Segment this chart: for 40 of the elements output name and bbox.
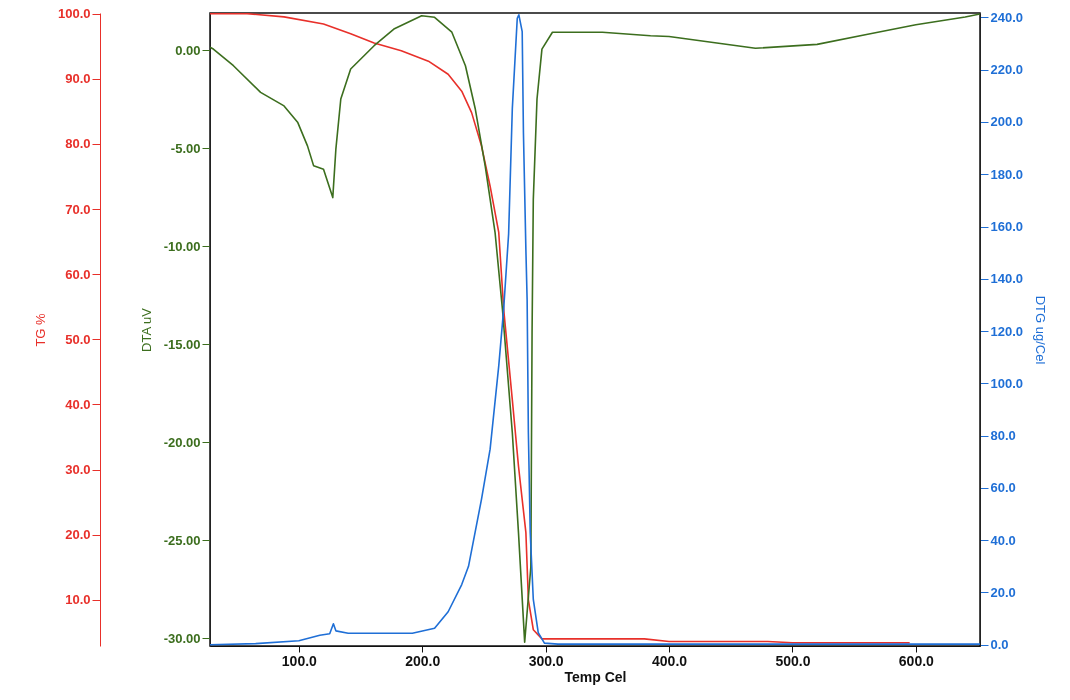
y-tick-label: 60.0 — [65, 266, 91, 282]
x-tick-label: 500.0 — [775, 652, 811, 669]
y-tick-label: 20.0 — [65, 527, 91, 543]
y2-tick-label: 140.0 — [990, 271, 1024, 287]
y2-tick-label: 100.0 — [990, 375, 1024, 391]
y2-tick-label: 120.0 — [990, 323, 1024, 339]
y3-tick-label: -5.00 — [170, 140, 201, 156]
y-tick-label: 50.0 — [65, 331, 91, 347]
y3-axis-title: DTA uV — [138, 307, 154, 352]
y-tick-label: 10.0 — [65, 592, 91, 608]
y2-tick-label: 160.0 — [990, 219, 1024, 235]
y2-tick-label: 60.0 — [990, 480, 1016, 496]
x-tick-label: 100.0 — [281, 652, 318, 669]
y2-tick-label: 180.0 — [990, 166, 1024, 182]
x-tick-label: 400.0 — [652, 652, 688, 669]
x-tick-label: 300.0 — [528, 652, 564, 669]
y-tick-label: 40.0 — [65, 396, 91, 412]
y2-axis-title: DTG ug/Cel — [1033, 295, 1049, 365]
y-axis-title: TG % — [32, 312, 48, 347]
y2-tick-label: 240.0 — [990, 9, 1024, 25]
y2-tick-label: 40.0 — [990, 532, 1016, 548]
x-tick-label: 600.0 — [898, 652, 935, 669]
y3-tick-label: -25.00 — [163, 532, 201, 548]
y-tick-label: 100.0 — [57, 6, 91, 22]
y3-tick-label: 0.00 — [175, 42, 201, 58]
y3-tick-label: -30.00 — [163, 630, 201, 646]
y2-tick-label: 80.0 — [990, 428, 1016, 444]
y3-tick-label: -10.00 — [163, 238, 201, 254]
y2-tick-label: 200.0 — [990, 114, 1024, 130]
x-axis-title: Temp Cel — [564, 668, 627, 685]
y-tick-label: 90.0 — [65, 71, 91, 87]
y-tick-label: 80.0 — [65, 136, 91, 152]
y2-tick-label: 220.0 — [990, 62, 1024, 78]
x-tick-label: 200.0 — [405, 652, 441, 669]
y-tick-label: 30.0 — [65, 462, 91, 478]
y3-tick-label: -20.00 — [163, 434, 201, 450]
y-tick-label: 70.0 — [65, 201, 91, 217]
y3-tick-label: -15.00 — [163, 336, 201, 352]
y2-tick-label: 0.0 — [990, 637, 1009, 653]
y2-tick-label: 20.0 — [990, 584, 1016, 600]
